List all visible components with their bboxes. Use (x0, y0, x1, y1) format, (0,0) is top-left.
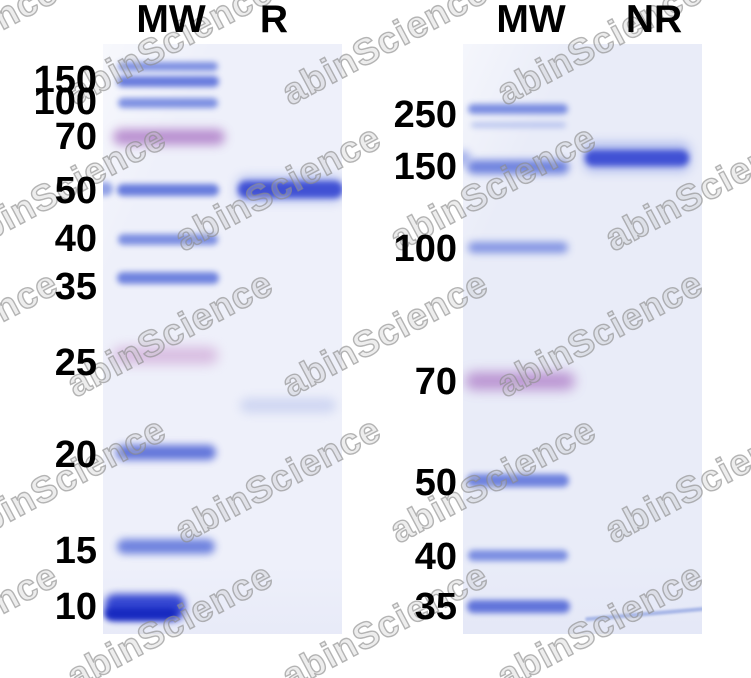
band-mw-40 (468, 550, 568, 561)
marker-label-10-reduced: 10 (54, 586, 97, 628)
band-mw-100 (118, 98, 218, 108)
marker-label-50-reduced: 50 (54, 170, 97, 212)
band-mw-50 (467, 474, 569, 487)
marker-label-150-non-reduced: 150 (393, 146, 457, 188)
band-mw-50 (117, 184, 219, 196)
band-mw-150 (117, 76, 219, 87)
band-mw-100 (468, 242, 568, 253)
band-mw-35 (467, 600, 570, 613)
marker-label-150-reduced: 150 (33, 59, 97, 101)
lane-label-mw: MW (496, 0, 566, 41)
marker-label-35-non-reduced: 35 (414, 586, 457, 628)
band-sample-nr-160kda (585, 150, 689, 166)
marker-label-50-non-reduced: 50 (414, 462, 457, 504)
band-mw-250 (468, 104, 568, 114)
marker-label-250-non-reduced: 250 (393, 94, 457, 136)
band-sample-r-faint (240, 398, 336, 413)
band-mw-10-core (105, 608, 177, 620)
band-mw-40 (118, 234, 218, 245)
marker-label-70-reduced: 70 (54, 116, 97, 158)
gel-surface (463, 44, 702, 634)
marker-label-25-reduced: 25 (54, 342, 97, 384)
band-mw-35 (117, 272, 219, 284)
marker-label-100-reduced: 100 (33, 81, 97, 123)
lane-label-nr: NR (625, 0, 683, 41)
marker-label-100-non-reduced: 100 (393, 228, 457, 270)
band-mw-70-pink (113, 129, 225, 145)
lane-label-r: R (259, 0, 289, 41)
band-mw-20 (116, 445, 216, 460)
marker-label-70-non-reduced: 70 (414, 361, 457, 403)
gel-reduced (103, 44, 342, 634)
band-mw-250 (118, 62, 218, 71)
band-sample-r-50kda (238, 181, 342, 198)
gel-non-reduced (463, 44, 702, 634)
band-mw-70-pink (465, 372, 575, 390)
band-mw-250-sub (471, 122, 566, 128)
band-mw-15 (117, 539, 215, 554)
lane-label-mw: MW (136, 0, 206, 41)
band-edge-smear-50 (103, 182, 113, 196)
marker-label-35-reduced: 35 (54, 266, 97, 308)
band-edge-smear-150 (463, 150, 471, 166)
band-mw-150 (467, 160, 569, 174)
marker-label-40-non-reduced: 40 (414, 536, 457, 578)
marker-label-40-reduced: 40 (54, 218, 97, 260)
marker-label-20-reduced: 20 (54, 434, 97, 476)
marker-label-15-reduced: 15 (54, 530, 97, 572)
band-mw-25-pink (113, 347, 218, 364)
